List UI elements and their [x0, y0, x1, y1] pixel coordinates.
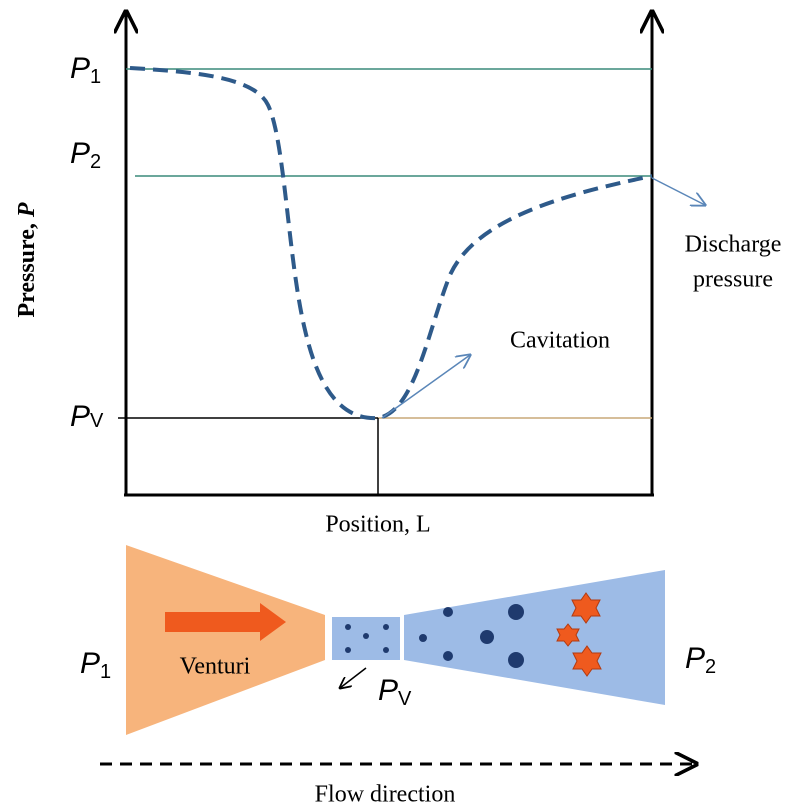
text-part: Pressure,: [14, 217, 40, 317]
pressure-curve: [129, 66, 653, 421]
text-part: P: [80, 647, 100, 680]
x-axis-label: Position, L: [325, 512, 430, 538]
diverging-section: [404, 570, 665, 705]
text-part: V: [90, 410, 104, 432]
bubbles: [345, 604, 524, 668]
collapsing-bubbles: [556, 592, 602, 677]
p1-label: P1: [70, 52, 101, 88]
venturi: Venturi P1 P2 PV Flow direction: [80, 545, 716, 808]
graph: P1 P2 PV Pressure, P Position, L Dischar…: [14, 12, 782, 538]
cavitation-label: Cavitation: [510, 328, 610, 354]
cavitation-arrow: [381, 355, 470, 419]
text-part: P: [70, 137, 90, 170]
text-part: 1: [90, 66, 101, 88]
text-part: P: [70, 52, 90, 85]
throat-label: PV: [378, 674, 412, 710]
converging-section: [126, 545, 325, 735]
inlet-label: P1: [80, 647, 111, 683]
text-part: P: [70, 400, 90, 433]
p2-label: P2: [70, 137, 101, 173]
y-axis-label: Pressure, P: [14, 202, 40, 317]
discharge-label: Discharge: [685, 232, 782, 258]
text-part: 2: [90, 151, 101, 173]
throat-arrow: [340, 667, 367, 688]
text-part: V: [398, 688, 412, 710]
venturi-label: Venturi: [180, 654, 251, 680]
text-part: 2: [705, 656, 716, 678]
text-part: P: [378, 674, 398, 707]
flow-direction-label: Flow direction: [315, 782, 456, 808]
discharge-label: pressure: [693, 267, 773, 293]
pv-label: PV: [70, 400, 104, 433]
outlet-label: P2: [685, 642, 716, 678]
text-part: P: [14, 202, 40, 218]
text-part: 1: [100, 661, 111, 683]
text-part: P: [685, 642, 705, 675]
flow-arrow: [165, 603, 286, 641]
discharge-arrow: [651, 177, 705, 205]
